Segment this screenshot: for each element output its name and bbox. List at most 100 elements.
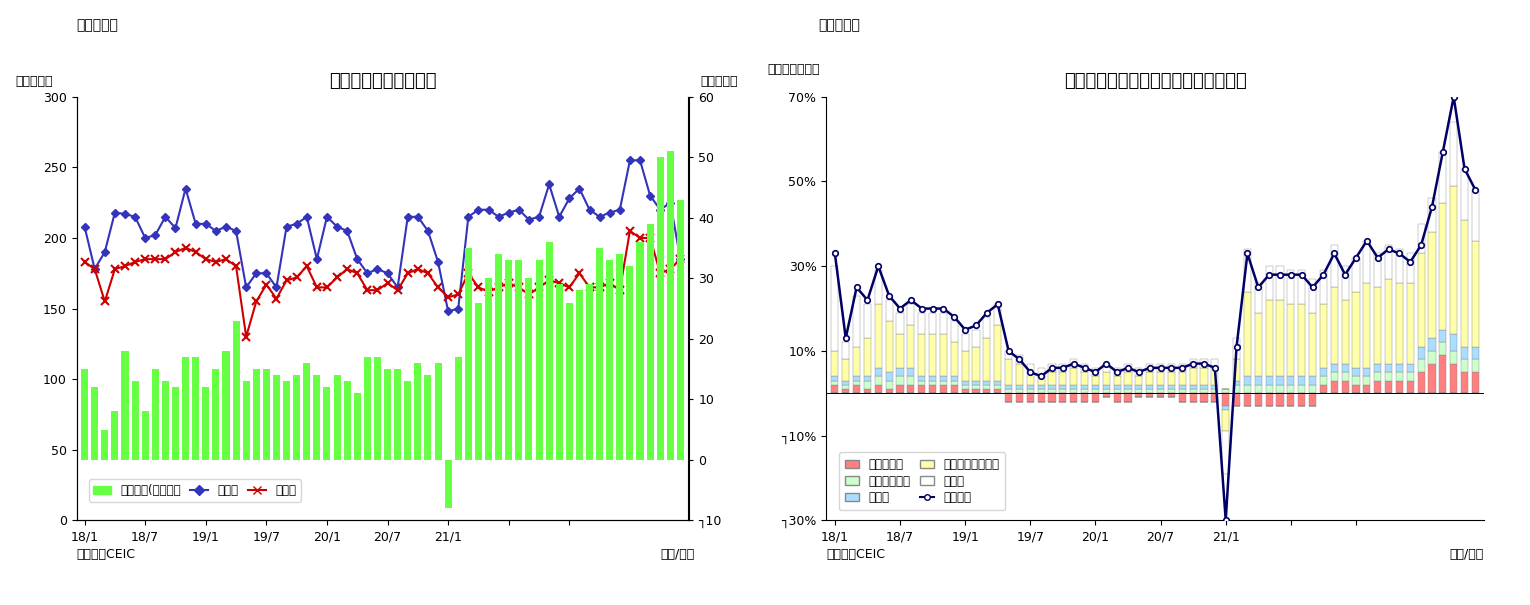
Bar [875,385,881,393]
Bar [1135,368,1143,376]
Bar [1395,381,1403,393]
Bar [1037,368,1045,376]
Bar [950,321,958,342]
Bar [1178,389,1186,393]
Bar [1287,270,1294,304]
Bar [1374,364,1382,372]
Bar [516,260,522,460]
Bar [1233,359,1241,381]
Bar [323,387,330,460]
Bar [1016,385,1024,389]
Bar [1212,368,1218,385]
Bar [1157,364,1164,372]
Bar [1406,372,1414,381]
Bar [1233,393,1241,406]
Bar [1287,304,1294,376]
Bar [1342,300,1348,364]
Bar [994,389,1001,393]
Bar [929,381,936,385]
Bar [897,334,904,368]
Bar [597,248,603,460]
Bar [907,368,915,376]
Bar [1255,313,1262,376]
Bar [1418,359,1424,372]
Text: （年/月）: （年/月） [661,548,695,561]
Bar [962,351,968,381]
Bar [1244,249,1252,292]
Bar [854,381,860,385]
Bar [831,266,838,351]
Bar [294,375,300,460]
Bar [1342,381,1348,393]
Bar [1016,364,1024,385]
輸入額 [277,276,295,284]
Bar [1114,385,1120,389]
Bar [555,284,563,460]
Bar [1287,393,1294,406]
Bar [1310,385,1316,393]
輸出額 [621,157,640,164]
Bar [962,334,968,351]
輸出額 [176,185,194,192]
輸出額 [226,227,245,235]
Bar [1255,393,1262,406]
Bar [1190,359,1196,368]
Bar [1297,304,1305,376]
Bar [1276,266,1284,300]
Bar [566,302,572,460]
輸入額 [672,255,690,263]
Bar [1114,368,1120,376]
Bar [875,304,881,368]
Bar [474,302,482,460]
Bar [303,363,311,460]
Bar [1244,393,1252,406]
Bar [1125,393,1132,402]
Title: マレーシア　貳易収支: マレーシア 貳易収支 [329,71,436,90]
Bar [1146,364,1154,372]
Bar [984,389,990,393]
Bar [918,313,926,334]
Bar [424,375,431,460]
Bar [939,385,947,393]
Bar [162,381,168,460]
Text: （億ドル）: （億ドル） [701,76,739,88]
Bar [1167,372,1175,385]
Bar [875,376,881,385]
Bar [606,260,614,460]
Bar [1363,368,1371,376]
Bar [1146,389,1154,393]
Bar [151,369,159,460]
Bar [907,304,915,325]
Bar [626,266,633,460]
輸入額 [257,281,275,288]
Bar [973,347,979,381]
Bar [252,369,260,460]
Bar [1395,283,1403,364]
Bar [1276,393,1284,406]
Bar [344,381,350,460]
Bar [1167,364,1175,372]
Bar [831,376,838,381]
Bar [1048,389,1056,393]
Bar [1244,385,1252,393]
Bar [1069,359,1077,368]
Bar [121,351,129,460]
Bar [1406,364,1414,372]
Bar [1092,376,1099,385]
Bar [1385,372,1392,381]
Bar [1125,364,1132,372]
Bar [1331,372,1337,381]
輸入額 [226,263,245,270]
Bar [384,369,392,460]
Bar [1201,393,1207,402]
Bar [1222,406,1229,410]
Bar [81,369,89,460]
Bar [1472,359,1480,372]
Bar [525,278,532,460]
Bar [1167,389,1175,393]
Bar [1146,393,1154,397]
Bar [854,385,860,393]
Bar [1461,347,1469,359]
Bar [1418,224,1424,253]
Legend: 貳易収支(右目盛）, 輸出額, 輸入額: 貳易収支(右目盛）, 輸出額, 輸入額 [89,479,301,502]
